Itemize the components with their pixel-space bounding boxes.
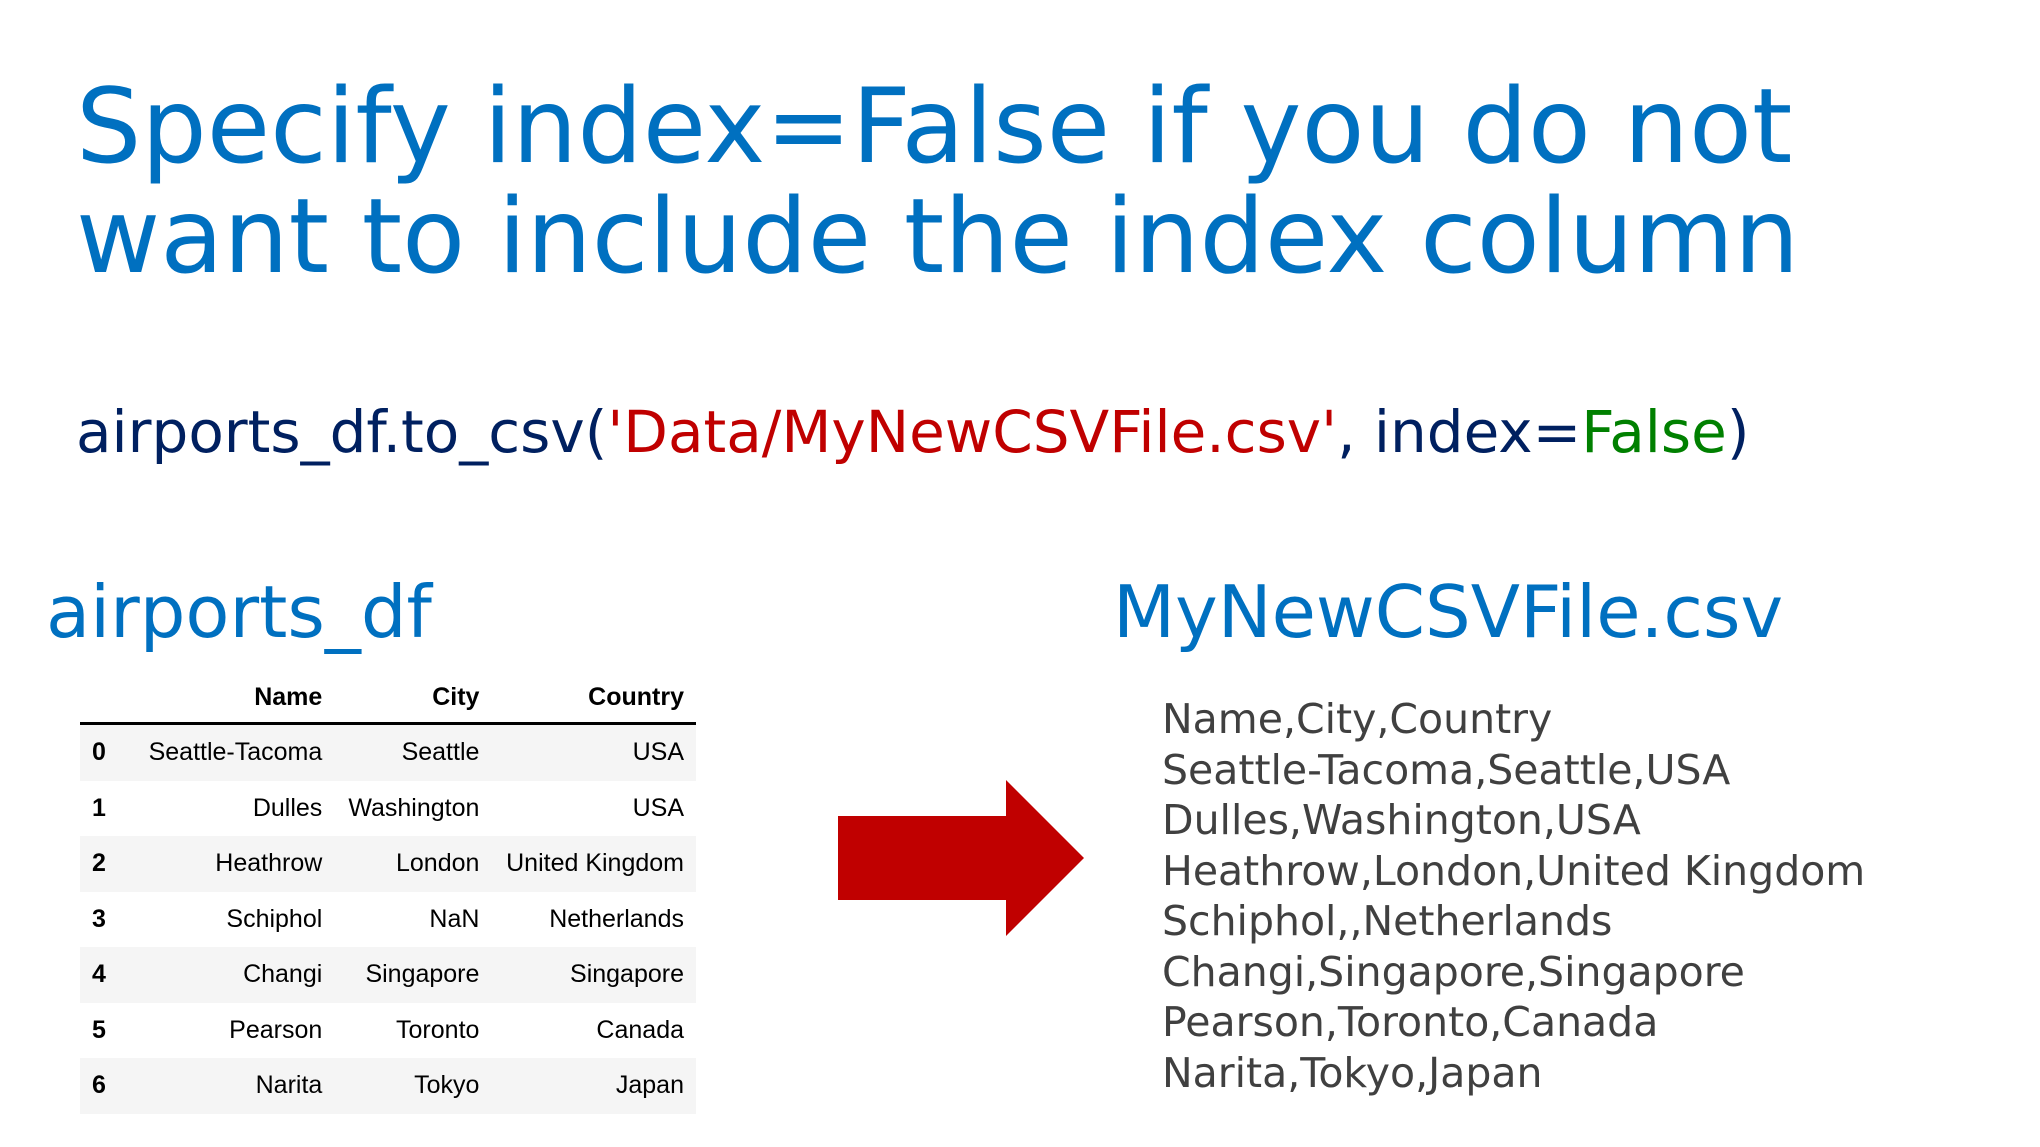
code-keyword: False bbox=[1581, 398, 1727, 466]
code-snippet: airports_df.to_csv('Data/MyNewCSVFile.cs… bbox=[76, 396, 1749, 468]
code-prefix: airports_df.to_csv( bbox=[76, 398, 608, 466]
index-column-header bbox=[80, 672, 134, 725]
row-index: 6 bbox=[92, 1071, 106, 1100]
row-index: 1 bbox=[92, 793, 106, 822]
slide-title-line-1: Specify index=False if you do not bbox=[76, 67, 1793, 187]
cell-name: Pearson bbox=[229, 1015, 323, 1044]
cell-city: Washington bbox=[348, 793, 480, 822]
cell-city: NaN bbox=[429, 904, 480, 933]
cell-name: Dulles bbox=[252, 793, 323, 822]
dataframe-heading: airports_df bbox=[46, 570, 432, 654]
csv-line: Changi,Singapore,Singapore bbox=[1162, 947, 1745, 996]
cell-name: Schiphol bbox=[226, 904, 323, 933]
csv-file-contents: Name,City,Country Seattle-Tacoma,Seattle… bbox=[1162, 694, 1865, 1098]
table-row: 2 Heathrow London United Kingdom bbox=[80, 836, 696, 892]
csv-line: Pearson,Toronto,Canada bbox=[1162, 998, 1659, 1046]
row-index: 0 bbox=[92, 738, 106, 767]
code-suffix: ) bbox=[1726, 398, 1750, 466]
cell-name: Narita bbox=[255, 1071, 323, 1100]
table-row: 5 Pearson Toronto Canada bbox=[80, 1002, 696, 1058]
table-header-row: Name City Country bbox=[80, 672, 696, 725]
cell-name: Seattle-Tacoma bbox=[148, 738, 323, 767]
table-row: 4 Changi Singapore Singapore bbox=[80, 947, 696, 1003]
row-index: 5 bbox=[92, 1015, 106, 1044]
cell-city: Seattle bbox=[401, 738, 480, 767]
column-header-city: City bbox=[334, 672, 492, 725]
csv-line: Heathrow,London,United Kingdom bbox=[1162, 846, 1866, 895]
right-arrow-icon bbox=[838, 780, 1084, 936]
cell-country: USA bbox=[632, 738, 684, 767]
table-row: 3 Schiphol NaN Netherlands bbox=[80, 891, 696, 947]
cell-name: Changi bbox=[243, 960, 323, 989]
cell-city: Singapore bbox=[365, 960, 480, 989]
csv-line: Name,City,Country bbox=[1162, 695, 1553, 743]
csv-line: Seattle-Tacoma,Seattle,USA bbox=[1162, 745, 1731, 794]
cell-city: Toronto bbox=[396, 1015, 480, 1044]
cell-country: Netherlands bbox=[549, 904, 684, 933]
cell-country: Japan bbox=[615, 1071, 684, 1100]
row-index: 4 bbox=[92, 960, 106, 989]
row-index: 3 bbox=[92, 904, 106, 933]
cell-country: United Kingdom bbox=[506, 849, 684, 878]
arrow-shape bbox=[838, 780, 1084, 936]
cell-country: Canada bbox=[596, 1015, 684, 1044]
cell-country: Singapore bbox=[570, 960, 684, 989]
cell-city: Tokyo bbox=[414, 1071, 480, 1100]
table-row: 1 Dulles Washington USA bbox=[80, 780, 696, 836]
column-header-name: Name bbox=[134, 672, 335, 725]
csv-line: Narita,Tokyo,Japan bbox=[1162, 1048, 1543, 1097]
csv-line: Dulles,Washington,USA bbox=[1162, 796, 1641, 844]
slide-title: Specify index=False if you do not want t… bbox=[76, 72, 1976, 292]
row-index: 2 bbox=[92, 849, 106, 878]
cell-city: London bbox=[395, 849, 480, 878]
csv-line: Schiphol,,Netherlands bbox=[1162, 897, 1613, 945]
csv-file-heading: MyNewCSVFile.csv bbox=[1113, 570, 1784, 654]
code-middle: , index= bbox=[1337, 398, 1582, 466]
column-header-country: Country bbox=[491, 672, 696, 725]
table-row: 0 Seattle-Tacoma Seattle USA bbox=[80, 723, 696, 781]
code-string-argument: 'Data/MyNewCSVFile.csv' bbox=[607, 398, 1338, 466]
cell-name: Heathrow bbox=[215, 849, 323, 878]
slide-title-line-2: want to include the index column bbox=[76, 177, 1800, 297]
table-row: 6 Narita Tokyo Japan bbox=[80, 1058, 696, 1114]
dataframe-table: Name City Country 0 Seattle-Tacoma Seatt… bbox=[80, 672, 696, 1114]
cell-country: USA bbox=[632, 793, 684, 822]
